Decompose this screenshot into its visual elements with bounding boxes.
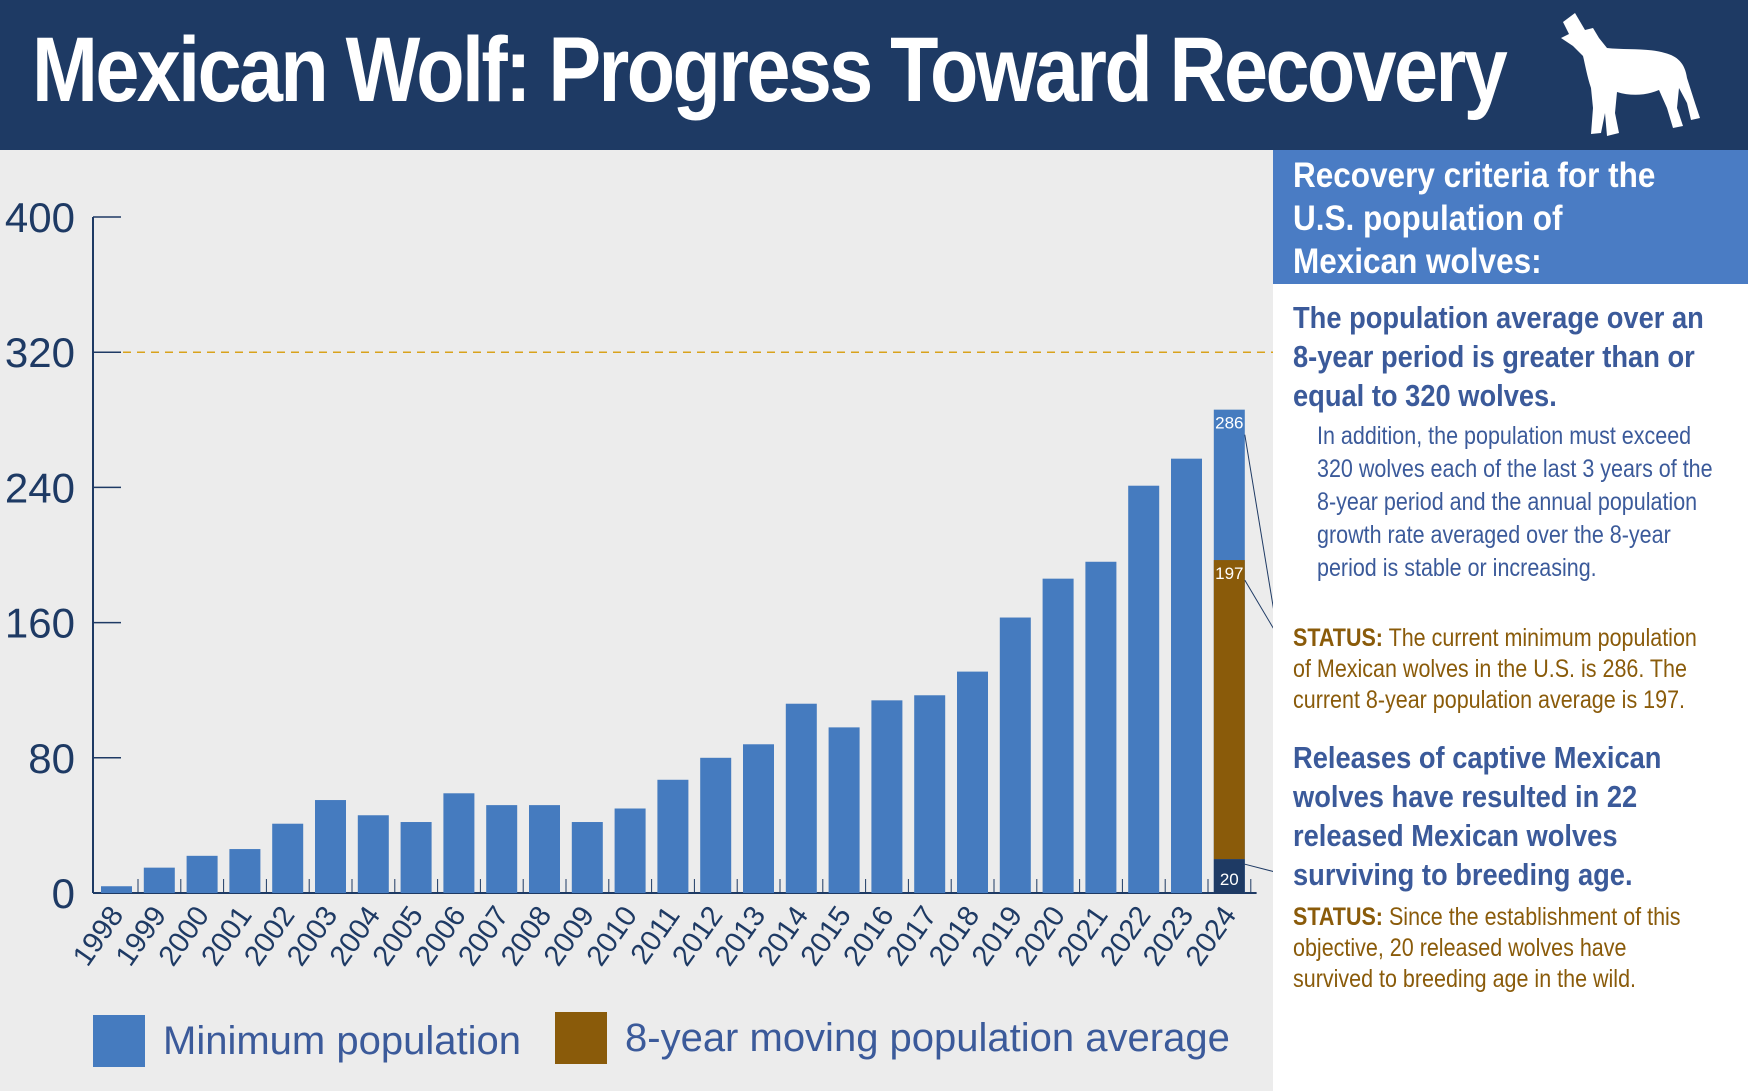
howling-wolf-icon <box>1561 13 1700 136</box>
status-2: STATUS: Since the establishment of this … <box>1293 902 1706 995</box>
bar-1998 <box>101 886 132 893</box>
y-tick-label: 80 <box>28 735 75 782</box>
bar-2006 <box>443 793 475 893</box>
status-label: STATUS: <box>1293 903 1383 931</box>
header: Mexican Wolf: Progress Toward Recovery <box>0 0 1748 150</box>
bar-1999 <box>143 867 175 893</box>
bar-2003 <box>315 800 346 893</box>
y-tick-label: 240 <box>5 464 75 511</box>
bar-2008 <box>529 805 560 893</box>
bar-average-2024 <box>1213 560 1245 860</box>
bar-2012 <box>700 757 732 893</box>
bar-2022 <box>1128 485 1160 893</box>
bar-2010 <box>614 808 646 893</box>
y-tick-label: 400 <box>5 194 75 241</box>
callout-line <box>1244 579 1273 629</box>
legend-item-minimum: Minimum population <box>93 1015 521 1067</box>
bar-released-2024 <box>1213 859 1245 893</box>
callout-line <box>1244 863 1273 872</box>
legend-item-average: 8-year moving population average <box>555 1012 1230 1064</box>
bar-2002 <box>272 823 304 893</box>
y-tick-label: 0 <box>52 870 75 917</box>
bar-2009 <box>571 822 603 893</box>
bar-2020 <box>1042 578 1074 893</box>
callout-line <box>1244 434 1273 609</box>
bar-2007 <box>486 805 518 893</box>
status-2-text: Since the establishment of this objectiv… <box>1293 903 1681 993</box>
criterion-1-detail: In addition, the population must exceed … <box>1317 422 1713 582</box>
bar-2015 <box>828 727 860 893</box>
criterion-1: The population average over an 8-year pe… <box>1293 300 1704 413</box>
bar-2017 <box>914 695 946 893</box>
bar-2011 <box>657 779 689 893</box>
bar-chart: 0801602403204001998199920002001200220032… <box>5 194 1273 972</box>
status-1-text: The current minimum population of Mexica… <box>1293 624 1697 714</box>
legend-swatch-average <box>555 1012 607 1064</box>
status-1: STATUS: The current minimum population o… <box>1293 623 1706 716</box>
bar-2005 <box>400 822 432 893</box>
criteria-panel: Recovery criteria for the U.S. populatio… <box>1273 150 1748 1091</box>
criteria-title: Recovery criteria for the U.S. populatio… <box>1293 156 1656 281</box>
criterion-2: Releases of captive Mexican wolves have … <box>1293 740 1662 892</box>
bar-2021 <box>1085 561 1117 893</box>
bar-2018 <box>957 671 988 893</box>
y-tick-label: 160 <box>5 600 75 647</box>
bar-2023 <box>1171 458 1202 893</box>
bar-2014 <box>785 703 817 893</box>
legend-swatch-minimum <box>93 1015 145 1067</box>
bar-2004 <box>357 815 389 893</box>
legend-label: 8-year moving population average <box>625 1015 1230 1060</box>
bar-2000 <box>186 855 218 893</box>
data-label-avg: 197 <box>1215 564 1243 583</box>
page-title: Mexican Wolf: Progress Toward Recovery <box>32 19 1508 121</box>
bar-2016 <box>871 700 903 893</box>
criteria-header: Recovery criteria for the U.S. populatio… <box>1273 150 1748 284</box>
status-label: STATUS: <box>1293 624 1383 652</box>
bar-2013 <box>743 744 774 893</box>
bar-2019 <box>999 617 1031 893</box>
data-label-released: 20 <box>1220 870 1239 889</box>
x-tick-label: 2024 <box>1180 901 1243 972</box>
bar-2001 <box>229 849 261 893</box>
data-label-min: 286 <box>1215 414 1243 433</box>
y-tick-label: 320 <box>5 329 75 376</box>
legend-label: Minimum population <box>163 1018 521 1063</box>
